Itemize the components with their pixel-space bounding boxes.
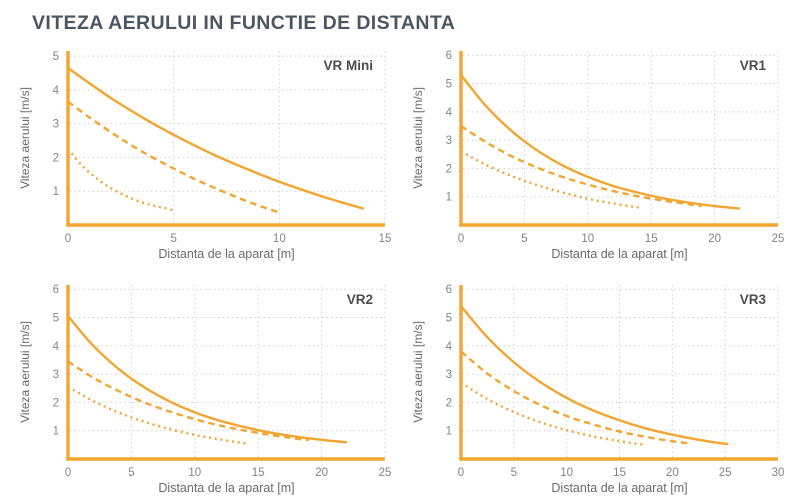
x-tick-label: 0 (65, 233, 71, 245)
series-line-dotted (460, 381, 644, 447)
series-line-dotted (67, 148, 174, 212)
series-line-dashed (460, 350, 692, 445)
y-tick-label: 2 (53, 397, 59, 409)
y-tick-label: 6 (446, 284, 452, 296)
chart-vr2-svg: 0 5 10 15 20 25 1 2 3 4 5 6 Distanta de la aparat [m… (18, 284, 392, 495)
series-line-dashed (460, 124, 703, 208)
chart-vr3-svg: 0 5 10 15 20 25 30 1 2 3 4 5 6 Distanta de la aparat … (411, 284, 785, 495)
x-tick-label: 15 (379, 233, 392, 245)
y-axis-title: Viteza aerului [m/s] (411, 87, 425, 189)
y-tick-label: 2 (53, 152, 59, 164)
panel-label: VR Mini (324, 58, 374, 73)
chart-vr1-svg: 0 5 10 15 20 25 1 2 3 4 5 6 Distanta de la aparat [m… (411, 50, 785, 261)
x-tick-label: 20 (708, 233, 721, 245)
x-tick-label: 5 (521, 233, 527, 245)
y-tick-label: 6 (446, 50, 452, 62)
y-tick-label: 2 (446, 163, 452, 175)
y-tick-label: 6 (53, 284, 59, 296)
y-tick-label: 4 (446, 107, 453, 119)
series-line-dotted (460, 150, 639, 209)
x-axis-title: Distanta de la aparat [m] (551, 247, 687, 261)
chart-vr-mini: 0 5 10 15 1 2 3 4 5 Distanta de la aparat [m] Vite… (16, 43, 401, 265)
series-line-solid (67, 66, 365, 210)
y-tick-label: 1 (446, 192, 452, 204)
x-tick-label: 20 (666, 467, 679, 479)
x-tick-label: 25 (772, 233, 785, 245)
charts-grid: 0 5 10 15 1 2 3 4 5 Distanta de la aparat [m] Vite… (16, 43, 800, 499)
series-line-dashed (67, 100, 280, 214)
x-axis-title: Distanta de la aparat [m] (158, 247, 294, 261)
y-tick-label: 4 (53, 341, 60, 353)
y-tick-label: 5 (53, 313, 59, 325)
series-line-dashed (67, 360, 310, 442)
gridlines (463, 51, 779, 223)
x-tick-label: 5 (170, 233, 176, 245)
y-tick-label: 4 (446, 341, 453, 353)
y-tick-label: 2 (446, 397, 452, 409)
chart-vr3: 0 5 10 15 20 25 30 1 2 3 4 5 6 Distanta de la aparat … (409, 277, 794, 499)
y-tick-label: 3 (446, 135, 452, 147)
y-axis-title: Viteza aerului [m/s] (411, 321, 425, 423)
y-tick-label: 4 (53, 85, 60, 97)
x-tick-label: 0 (65, 467, 71, 479)
x-tick-label: 25 (379, 467, 392, 479)
x-tick-label: 20 (315, 467, 328, 479)
chart-vr-mini-svg: 0 5 10 15 1 2 3 4 5 Distanta de la aparat [m] Vite… (18, 51, 392, 261)
panel-label: VR2 (347, 292, 373, 307)
panel-label: VR1 (740, 58, 767, 73)
x-axis-title: Distanta de la aparat [m] (158, 481, 294, 495)
y-tick-label: 1 (53, 186, 59, 198)
y-tick-label: 3 (53, 119, 59, 131)
y-tick-label: 3 (53, 369, 59, 381)
x-tick-label: 10 (581, 233, 594, 245)
y-axis-title: Viteza aerului [m/s] (18, 87, 32, 189)
x-axis-title: Distanta de la aparat [m] (551, 481, 687, 495)
panel-label: VR3 (740, 292, 767, 307)
x-tick-label: 5 (511, 467, 517, 479)
x-tick-label: 15 (613, 467, 626, 479)
gridlines (70, 51, 386, 223)
x-tick-label: 30 (772, 467, 785, 479)
page-title: VITEZA AERULUI IN FUNCTIE DE DISTANTA (32, 12, 456, 34)
series-line-solid (460, 305, 729, 446)
y-tick-label: 1 (446, 426, 452, 438)
chart-vr2: 0 5 10 15 20 25 1 2 3 4 5 6 Distanta de la aparat [m… (16, 277, 401, 499)
y-tick-label: 3 (446, 369, 452, 381)
chart-vr1: 0 5 10 15 20 25 1 2 3 4 5 6 Distanta de la aparat [m… (409, 43, 794, 265)
y-tick-label: 5 (53, 51, 59, 63)
y-axis-title: Viteza aerului [m/s] (18, 321, 32, 423)
y-tick-label: 5 (446, 79, 452, 91)
x-tick-label: 25 (719, 467, 732, 479)
y-tick-label: 1 (53, 426, 59, 438)
x-tick-label: 15 (252, 467, 265, 479)
x-tick-label: 10 (560, 467, 573, 479)
x-tick-label: 0 (458, 233, 464, 245)
gridlines (70, 285, 386, 457)
x-tick-label: 15 (645, 233, 658, 245)
x-tick-label: 10 (273, 233, 286, 245)
x-tick-label: 0 (458, 467, 464, 479)
x-tick-label: 5 (128, 467, 134, 479)
x-tick-label: 10 (188, 467, 201, 479)
y-tick-label: 5 (446, 313, 452, 325)
series-line-solid (67, 315, 348, 444)
series-line-solid (460, 74, 741, 210)
